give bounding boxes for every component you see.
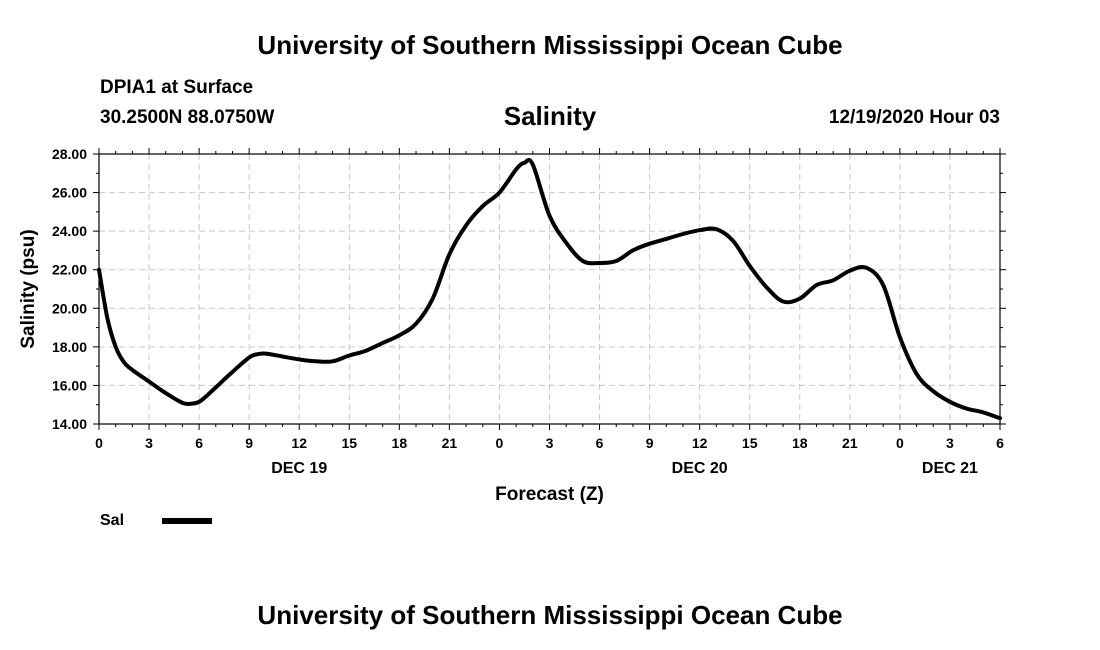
- x-tick-label: 15: [341, 435, 357, 451]
- x-tick-label: 18: [392, 435, 408, 451]
- chart-title: Salinity: [503, 101, 597, 131]
- coordinates-label: 30.2500N 88.0750W: [100, 107, 275, 128]
- day-label: DEC 19: [271, 460, 327, 477]
- x-tick-label: 21: [442, 435, 458, 451]
- page-title-top: University of Southern Mississippi Ocean…: [257, 30, 843, 60]
- x-tick-label: 0: [496, 435, 504, 451]
- x-tick-label: 6: [195, 435, 203, 451]
- x-tick-label: 0: [95, 435, 103, 451]
- station-label: DPIA1 at Surface: [100, 77, 254, 98]
- y-tick-label: 24.00: [52, 223, 87, 239]
- x-tick-label: 6: [596, 435, 604, 451]
- x-axis-label: Forecast (Z): [495, 484, 604, 505]
- day-label: DEC 20: [672, 460, 728, 477]
- y-tick-label: 18.00: [52, 339, 87, 355]
- x-tick-label: 18: [792, 435, 808, 451]
- y-tick-label: 22.00: [52, 262, 87, 278]
- y-tick-label: 20.00: [52, 300, 87, 316]
- datetime-label: 12/19/2020 Hour 03: [828, 107, 1000, 128]
- x-tick-label: 15: [742, 435, 758, 451]
- x-tick-label: 9: [646, 435, 654, 451]
- y-tick-label: 26.00: [52, 185, 87, 201]
- y-tick-label: 14.00: [52, 416, 87, 432]
- y-tick-label: 16.00: [52, 377, 87, 393]
- x-tick-label: 0: [896, 435, 904, 451]
- page-title-bottom: University of Southern Mississippi Ocean…: [257, 600, 843, 630]
- legend-label: Sal: [100, 512, 124, 529]
- x-tick-label: 12: [692, 435, 708, 451]
- series-line-sal: [97, 157, 1002, 421]
- x-tick-label: 12: [291, 435, 307, 451]
- x-tick-label: 3: [946, 435, 954, 451]
- x-tick-label: 9: [245, 435, 253, 451]
- x-tick-label: 3: [546, 435, 554, 451]
- x-tick-label: 21: [842, 435, 858, 451]
- day-label: DEC 21: [922, 460, 978, 477]
- x-tick-label: 3: [145, 435, 153, 451]
- y-axis-label: Salinity (psu): [18, 229, 39, 348]
- y-tick-label: 28.00: [52, 146, 87, 162]
- x-tick-label: 6: [996, 435, 1004, 451]
